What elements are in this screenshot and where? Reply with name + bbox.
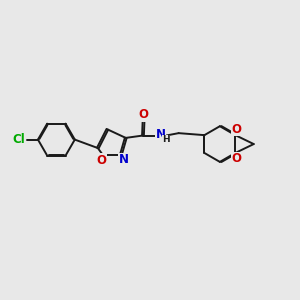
Text: O: O: [139, 108, 148, 121]
Text: H: H: [162, 135, 170, 144]
Text: Cl: Cl: [13, 133, 26, 146]
Text: N: N: [156, 128, 166, 141]
Text: O: O: [232, 123, 242, 136]
Text: N: N: [119, 153, 129, 166]
Text: O: O: [96, 154, 106, 167]
Text: O: O: [232, 152, 242, 165]
